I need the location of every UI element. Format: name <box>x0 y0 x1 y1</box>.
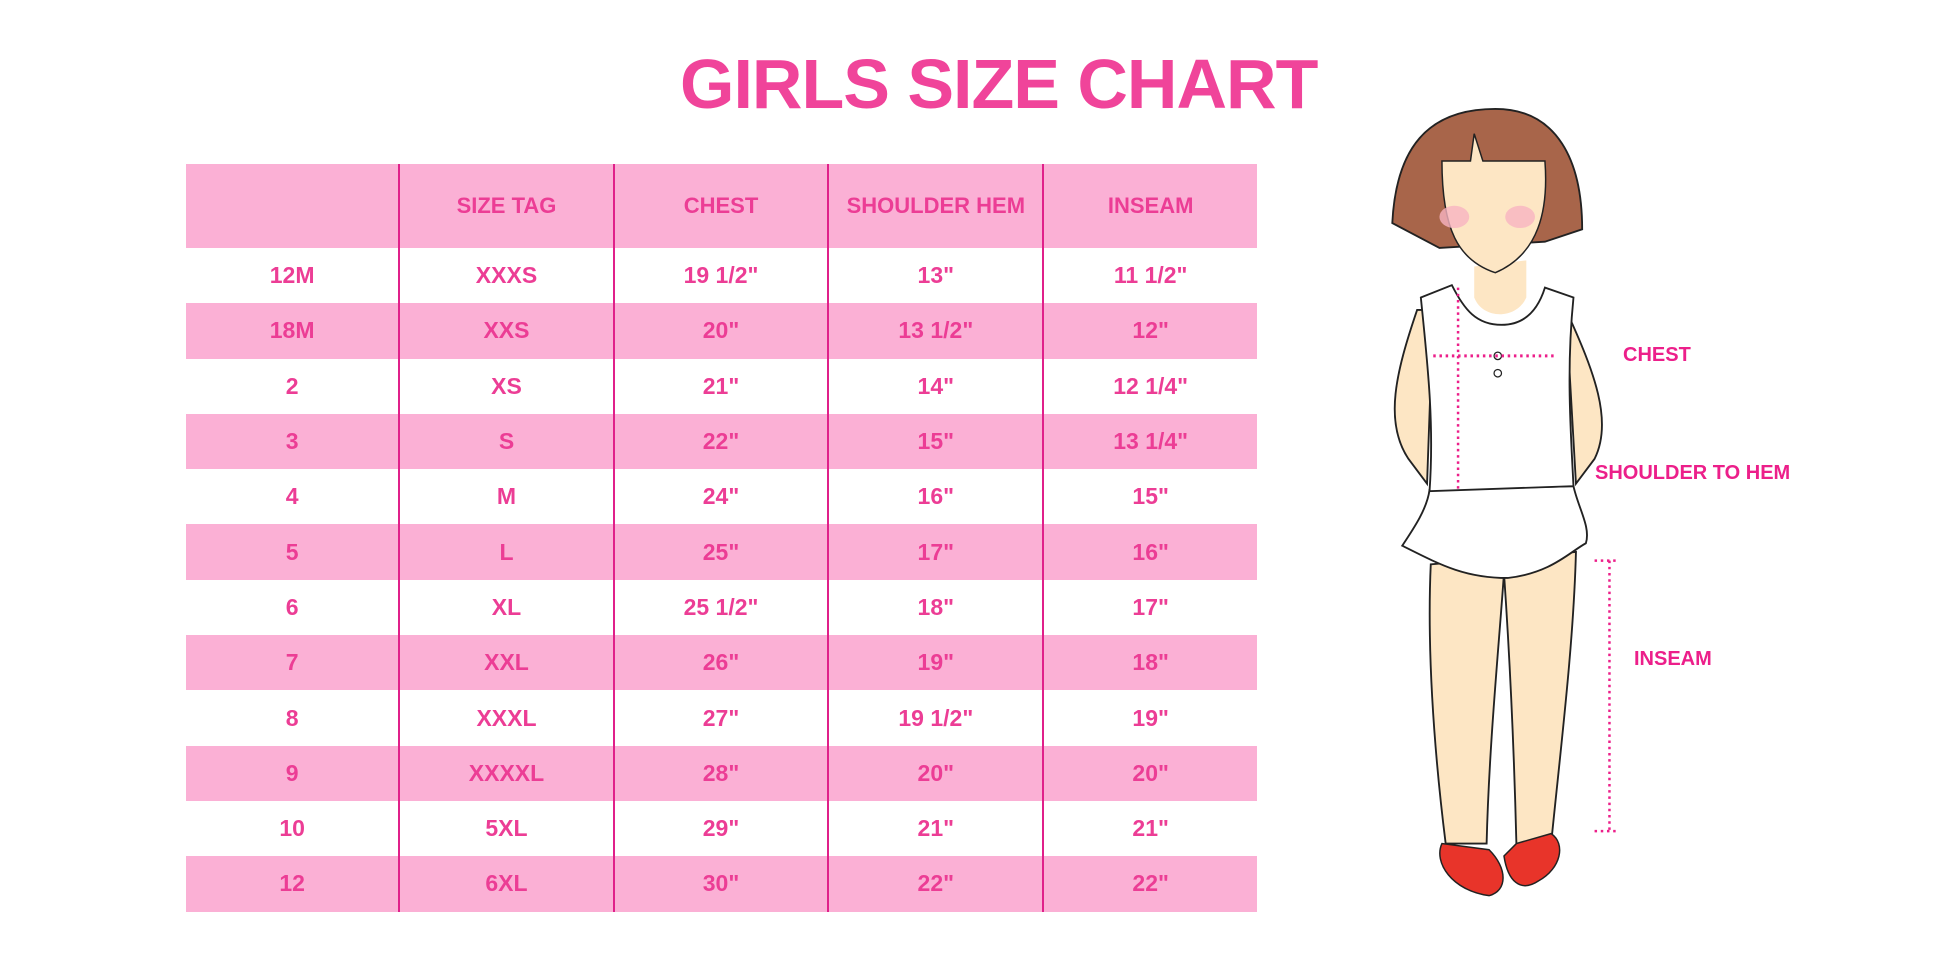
table-cell: 20" <box>1042 745 1257 801</box>
table-cell: 30" <box>612 856 829 912</box>
table-cell: 3 <box>186 413 400 470</box>
table-cell: 20" <box>827 745 1044 801</box>
table-cell: 18" <box>827 579 1044 636</box>
table-cell: 13" <box>827 248 1044 304</box>
table-cell: 27" <box>612 690 829 746</box>
column-header: SHOULDER HEM <box>827 164 1044 248</box>
table-row: 5 L 25" 17" 16" <box>186 524 1257 580</box>
table-cell: XXXS <box>398 248 614 304</box>
table-cell: 11 1/2" <box>1042 248 1257 304</box>
column-header: SIZE TAG <box>398 164 614 248</box>
table-cell: XXXL <box>398 690 614 746</box>
column-header: INSEAM <box>1042 164 1257 248</box>
table-row: 10 5XL 29" 21" 21" <box>186 800 1257 857</box>
table-cell: 16" <box>1042 524 1257 580</box>
right-arm <box>1565 309 1603 487</box>
table-cell: 6 <box>285 593 299 620</box>
table-cell: 14" <box>827 358 1044 414</box>
inseam-label: INSEAM <box>1634 648 1712 670</box>
table-cell: 2 <box>285 372 299 399</box>
table-row: 18M XXS 20" 13 1/2" 12" <box>186 303 1257 359</box>
table-row: 3 S 22" 15" 13 1/4" <box>186 413 1257 470</box>
left-arm <box>1393 309 1435 487</box>
table-cell: 12M <box>269 262 315 289</box>
table-cell: 10 <box>279 815 305 842</box>
table-row: 6 XL 25 1/2" 18" 17" <box>186 579 1257 636</box>
table-cell: 12 <box>186 856 400 912</box>
table-cell: XS <box>398 358 614 414</box>
chest-label: CHEST <box>1623 344 1691 366</box>
table-cell: 13 1/4" <box>1042 413 1257 470</box>
table-cell: 18M <box>186 303 400 359</box>
table-cell: 8 <box>285 704 299 731</box>
table-row: 4 M 24" 16" 15" <box>186 469 1257 525</box>
table-cell: 12 1/4" <box>1042 358 1257 414</box>
table-cell: 22" <box>1042 856 1257 912</box>
table-cell: 25 1/2" <box>612 579 829 636</box>
page-title: GIRLS SIZE CHART <box>680 45 1318 123</box>
table-cell: 28" <box>612 745 829 801</box>
table-cell: XXXXL <box>398 745 614 801</box>
table-cell: 17" <box>1042 579 1257 636</box>
table-cell: 19 1/2" <box>827 690 1044 746</box>
table-cell: XL <box>398 579 614 636</box>
table-cell: 5 <box>186 524 400 580</box>
table-row: 12 6XL 30" 22" 22" <box>186 856 1257 912</box>
table-cell: 13 1/2" <box>827 303 1044 359</box>
table-cell: 12" <box>1042 303 1257 359</box>
table-cell: 24" <box>612 469 829 525</box>
size-chart-table: SIZE TAG CHEST SHOULDER HEM INSEAM 12M XXXS 1… <box>186 164 1257 912</box>
table-cell: 4 <box>285 483 299 510</box>
column-header: CHEST <box>612 164 829 248</box>
table-cell: S <box>398 413 614 470</box>
shoulder-to-hem-label: SHOULDER TO HEM <box>1595 462 1791 484</box>
table-cell: L <box>398 524 614 580</box>
table-row: 8 XXXL 27" 19 1/2" 19" <box>186 690 1257 746</box>
table-row: 9 XXXXL 28" 20" 20" <box>186 745 1257 801</box>
table-cell: 17" <box>827 524 1044 580</box>
table-cell: 7 <box>186 635 400 691</box>
girl-measurement-illustration <box>1391 107 1617 897</box>
table-cell: 5XL <box>398 800 614 857</box>
table-cell: XXL <box>398 635 614 691</box>
table-cell: 21" <box>1042 800 1257 857</box>
table-cell: 22" <box>612 413 829 470</box>
left-shoe <box>1439 842 1504 897</box>
dress-top <box>1419 283 1575 493</box>
table-row: 2 XS 21" 14" 12 1/4" <box>186 358 1257 414</box>
table-row: 7 XXL 26" 19" 18" <box>186 635 1257 691</box>
table-cell: 16" <box>827 469 1044 525</box>
table-cell: 18" <box>1042 635 1257 691</box>
table-cell: 9 <box>186 745 400 801</box>
right-shoe <box>1503 832 1561 887</box>
table-cell: XXS <box>398 303 614 359</box>
table-cell: 21" <box>612 358 829 414</box>
table-cell: 21" <box>827 800 1044 857</box>
table-cell: 20" <box>612 303 829 359</box>
table-header-row: SIZE TAG CHEST SHOULDER HEM INSEAM <box>186 164 1257 248</box>
table-cell: 26" <box>612 635 829 691</box>
table-body: 12M XXXS 19 1/2" 13" 11 1/2" 18M XXS 20" 13 1/2"… <box>186 248 1257 912</box>
table-cell: 19 1/2" <box>612 248 829 304</box>
table-cell: 19" <box>827 635 1044 691</box>
skirt-ruffle <box>1400 485 1588 579</box>
table-cell: 22" <box>827 856 1044 912</box>
column-header <box>186 164 400 248</box>
table-cell: 25" <box>612 524 829 580</box>
table-cell: 15" <box>827 413 1044 470</box>
table-cell: M <box>398 469 614 525</box>
table-cell: 29" <box>612 800 829 857</box>
table-cell: 19" <box>1042 690 1257 746</box>
table-cell: 6XL <box>398 856 614 912</box>
table-cell: 15" <box>1042 469 1257 525</box>
legs <box>1428 550 1577 845</box>
table-row: 12M XXXS 19 1/2" 13" 11 1/2" <box>186 248 1257 304</box>
